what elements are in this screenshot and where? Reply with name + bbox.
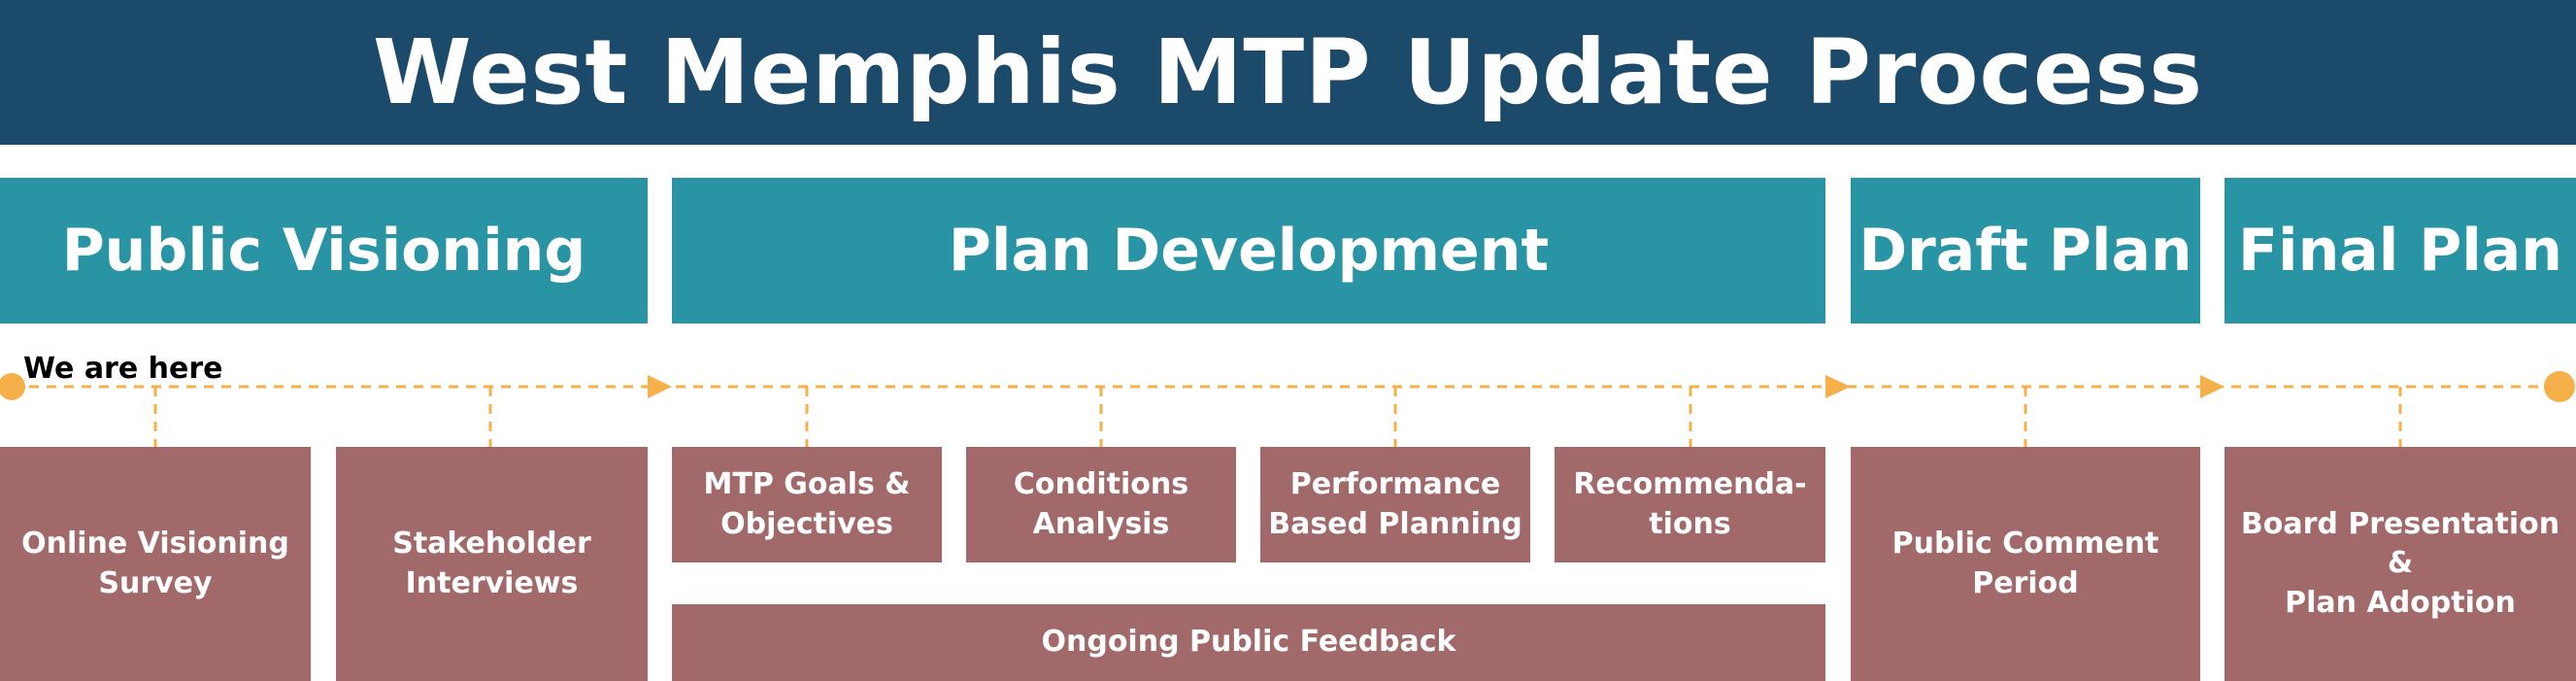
phase-label: Final Plan — [2238, 217, 2562, 285]
we-are-here-label: We are here — [23, 352, 223, 386]
task-label-line: Based Planning — [1268, 506, 1522, 541]
arrowhead — [648, 375, 672, 398]
task-mtp-goals: MTP Goals & Objectives — [672, 447, 942, 562]
phase-label: Plan Development — [948, 217, 1550, 285]
task-public-comment-period: Public Comment Period — [1851, 447, 2200, 681]
task-label-line: Interviews — [405, 565, 579, 600]
title-banner: West Memphis MTP Update Process — [0, 0, 2576, 145]
task-conditions-analysis: Conditions Analysis — [966, 447, 1236, 562]
task-label-line: Analysis — [1032, 506, 1170, 541]
task-label-line: Survey — [98, 565, 213, 600]
task-label-line: Board Presentation & — [2240, 506, 2560, 581]
task-label-line: Stakeholder — [392, 527, 591, 561]
page-title: West Memphis MTP Update Process — [373, 20, 2203, 124]
arrowhead — [1825, 375, 1851, 398]
task-label-line: Recommenda- — [1573, 467, 1807, 501]
phase-plan-development: Plan Development — [672, 178, 1825, 323]
phase-label: Public Visioning — [61, 217, 586, 285]
task-label-line: Public Comment — [1891, 527, 2159, 561]
task-online-visioning-survey: Online Visioning Survey — [0, 447, 311, 681]
phase-label: Draft Plan — [1858, 217, 2192, 285]
task-label-line: Plan Adoption — [2285, 585, 2516, 620]
task-label-line: Ongoing Public Feedback — [1041, 625, 1456, 660]
task-label-line: Online Visioning — [21, 527, 289, 561]
start-dot — [0, 373, 25, 400]
phase-public-visioning: Public Visioning — [0, 178, 648, 323]
task-label-line: Period — [1972, 565, 2079, 600]
task-label-line: MTP Goals & — [703, 467, 911, 501]
task-board-presentation: Board Presentation & Plan Adoption — [2225, 447, 2576, 681]
task-label-line: Objectives — [720, 506, 893, 541]
task-recommendations: Recommenda- tions — [1555, 447, 1825, 562]
task-label-line: Conditions — [1013, 467, 1189, 501]
task-label-line: tions — [1649, 506, 1731, 541]
end-dot — [2544, 371, 2575, 402]
phase-final-plan: Final Plan — [2225, 178, 2576, 323]
task-ongoing-public-feedback: Ongoing Public Feedback — [672, 604, 1825, 681]
task-performance-based-planning: Performance Based Planning — [1260, 447, 1530, 562]
task-label-line: Performance — [1289, 467, 1501, 501]
phase-draft-plan: Draft Plan — [1851, 178, 2200, 323]
arrowhead — [2200, 375, 2225, 398]
task-stakeholder-interviews: Stakeholder Interviews — [336, 447, 648, 681]
